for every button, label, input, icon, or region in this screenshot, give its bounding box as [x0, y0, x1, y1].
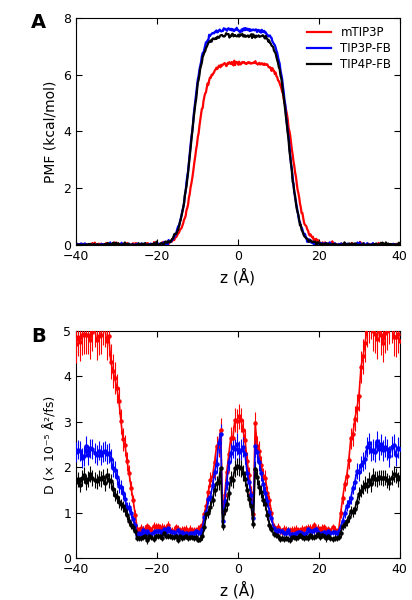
Line: TIP3P-FB: TIP3P-FB	[76, 28, 400, 245]
TIP4P-FB	[224, 29, 229, 37]
Line: TIP4P-FB: TIP4P-FB	[76, 33, 400, 245]
TIP4P-FB	[203, 48, 208, 55]
Y-axis label: PMF (kcal/mol): PMF (kcal/mol)	[44, 80, 58, 182]
X-axis label: z (Å): z (Å)	[220, 268, 255, 286]
TIP4P-FB	[74, 241, 79, 248]
mTIP3P	[232, 57, 237, 64]
Line: mTIP3P: mTIP3P	[76, 61, 400, 245]
TIP3P-FB	[397, 241, 402, 248]
mTIP3P	[397, 240, 402, 247]
TIP4P-FB	[75, 241, 80, 248]
mTIP3P	[180, 222, 185, 229]
mTIP3P	[74, 239, 79, 247]
Text: A: A	[31, 13, 46, 32]
mTIP3P	[309, 232, 314, 239]
TIP3P-FB	[179, 211, 184, 218]
TIP3P-FB	[310, 239, 315, 247]
X-axis label: z (Å): z (Å)	[220, 581, 255, 599]
TIP3P-FB	[112, 240, 117, 247]
mTIP3P	[203, 90, 208, 97]
TIP4P-FB	[279, 75, 284, 82]
TIP3P-FB	[202, 46, 207, 53]
TIP3P-FB	[234, 24, 239, 31]
Y-axis label: D (× 10⁻⁵ Å²/fs): D (× 10⁻⁵ Å²/fs)	[44, 395, 58, 494]
TIP3P-FB	[74, 241, 79, 248]
TIP4P-FB	[309, 237, 314, 244]
Legend: mTIP3P, TIP3P-FB, TIP4P-FB: mTIP3P, TIP3P-FB, TIP4P-FB	[305, 24, 394, 74]
mTIP3P	[310, 233, 315, 241]
TIP4P-FB	[397, 241, 402, 248]
Text: B: B	[31, 326, 46, 346]
TIP4P-FB	[113, 239, 118, 246]
mTIP3P	[279, 85, 284, 92]
mTIP3P	[113, 241, 118, 248]
TIP3P-FB	[308, 238, 313, 245]
TIP4P-FB	[310, 238, 315, 245]
TIP3P-FB	[278, 67, 283, 74]
mTIP3P	[75, 241, 80, 248]
TIP4P-FB	[180, 208, 185, 215]
